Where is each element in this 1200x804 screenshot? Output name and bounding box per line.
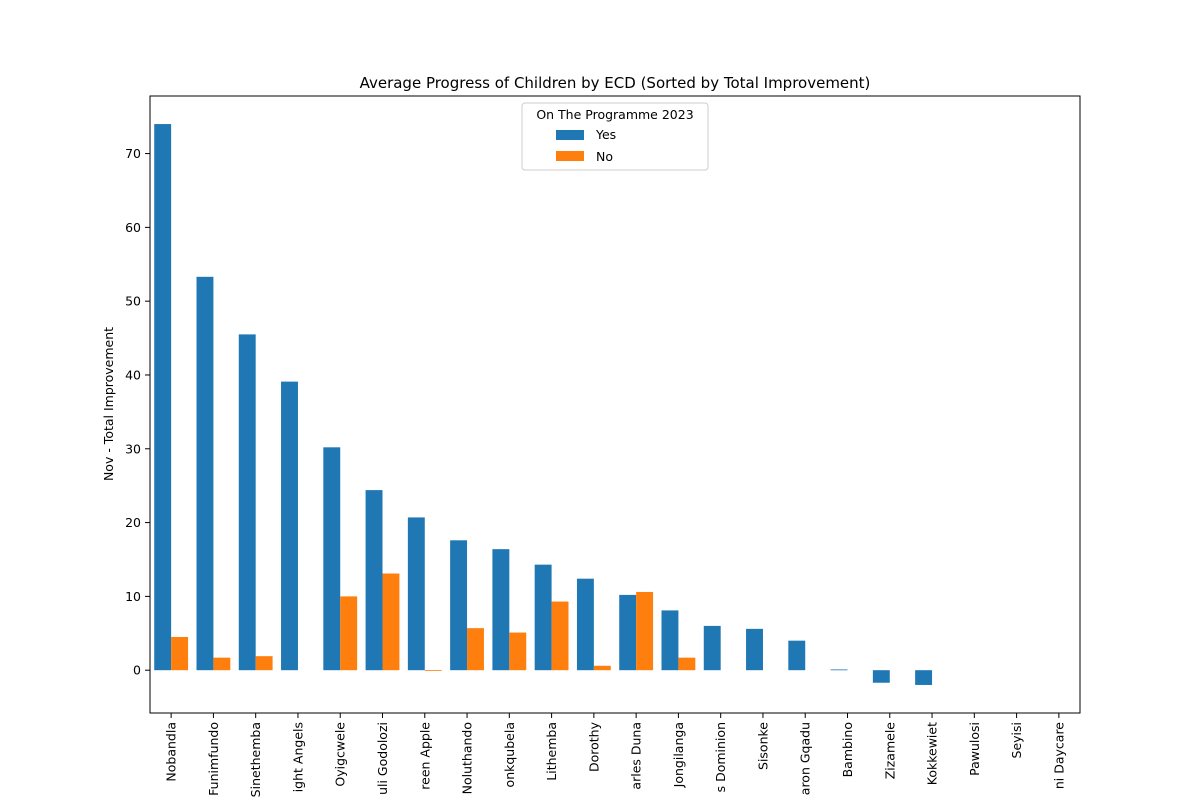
- x-tick-label: Oyigcwele: [333, 722, 348, 787]
- legend-title: On The Programme 2023: [536, 107, 693, 122]
- x-tick-label: Kokkewiet: [925, 722, 940, 785]
- bar-no-4: [340, 596, 358, 671]
- x-tick-label: Nobandla: [164, 722, 179, 782]
- bar-yes-7: [450, 540, 468, 671]
- bar-yes-11: [619, 594, 637, 671]
- x-tick-label: Jongilanga: [671, 722, 686, 788]
- x-tick-label: Zizamele: [882, 722, 897, 780]
- y-tick-label: 10: [125, 589, 141, 604]
- x-tick-label: Dorothy: [586, 721, 601, 772]
- x-tick-label: Sisonke: [755, 722, 770, 770]
- legend-label-yes: Yes: [595, 127, 616, 142]
- x-tick-label: Sinethemba: [248, 722, 263, 797]
- bar-no-6: [424, 670, 442, 671]
- bar-no-8: [509, 632, 527, 671]
- bar-no-2: [255, 656, 273, 671]
- y-ticks-group: 0 10 20 30 40 50 60 70: [125, 146, 150, 678]
- chart-title: Average Progress of Children by ECD (Sor…: [360, 74, 871, 92]
- x-tick-label: uli Godolozi: [375, 722, 390, 795]
- x-tick-label: arles Duna: [629, 722, 644, 790]
- x-tick-label: ni Daycare: [1051, 722, 1066, 789]
- bar-yes-15: [788, 640, 806, 671]
- x-tick-label: Bambino: [840, 722, 855, 777]
- bar-yes-0: [154, 124, 172, 671]
- x-tick-label: ight Angels: [290, 722, 305, 792]
- x-tick-label: Noluthando: [460, 722, 475, 794]
- bar-yes-9: [534, 564, 552, 671]
- bar-yes-18: [915, 670, 933, 685]
- bar-no-7: [467, 628, 484, 671]
- legend-swatch-yes: [556, 130, 584, 140]
- bar-no-0: [171, 636, 189, 671]
- x-tick-label: reen Apple: [417, 722, 432, 790]
- x-ticks-group: Nobandla Funimfundo Sinethemba ight Angels O…: [164, 713, 1066, 797]
- bar-no-11: [636, 591, 654, 671]
- bar-yes-6: [407, 517, 425, 671]
- bar-yes-1: [196, 276, 214, 671]
- bar-yes-14: [746, 628, 763, 671]
- x-tick-label: Pawulosi: [967, 722, 982, 776]
- legend-swatch-no: [556, 151, 584, 161]
- y-axis-label: Nov - Total Improvement: [101, 327, 116, 481]
- bar-yes-16: [830, 669, 848, 671]
- bar-no-10: [593, 665, 611, 671]
- y-tick-label: 60: [125, 220, 141, 235]
- x-tick-label: Lithemba: [544, 722, 559, 781]
- y-tick-label: 30: [125, 441, 141, 456]
- bar-yes-13: [703, 625, 721, 671]
- bar-yes-4: [323, 447, 341, 671]
- bar-no-5: [382, 573, 400, 671]
- bars-group: [154, 124, 933, 685]
- bar-yes-10: [576, 578, 594, 671]
- x-tick-label: Seyisi: [1009, 722, 1024, 758]
- bar-yes-5: [365, 490, 383, 671]
- bar-yes-12: [661, 610, 679, 671]
- legend: On The Programme 2023 Yes No: [521, 102, 709, 171]
- bar-no-12: [678, 657, 696, 671]
- legend-label-no: No: [596, 149, 613, 164]
- bar-yes-2: [238, 334, 256, 671]
- plot-frame: [149, 95, 1081, 714]
- x-tick-label: aron Gqadu: [798, 722, 813, 795]
- x-tick-label: onkqubela: [502, 722, 517, 787]
- y-tick-label: 20: [125, 515, 141, 530]
- bar-yes-17: [872, 670, 890, 683]
- bar-yes-8: [492, 549, 510, 671]
- x-tick-label: Funimfundo: [206, 722, 221, 796]
- y-tick-label: 40: [125, 367, 141, 382]
- x-tick-label: s Dominion: [713, 722, 728, 792]
- y-tick-label: 50: [125, 294, 141, 309]
- bar-no-1: [213, 657, 231, 671]
- y-tick-label: 0: [133, 663, 141, 678]
- y-tick-label: 70: [125, 146, 141, 161]
- bar-yes-3: [281, 381, 298, 671]
- bar-no-9: [551, 601, 569, 671]
